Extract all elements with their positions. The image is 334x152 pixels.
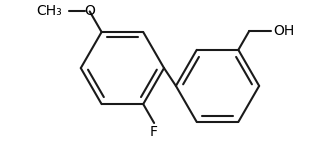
Text: O: O: [84, 4, 95, 18]
Text: F: F: [150, 125, 158, 139]
Text: CH₃: CH₃: [36, 4, 62, 18]
Text: OH: OH: [273, 24, 294, 38]
